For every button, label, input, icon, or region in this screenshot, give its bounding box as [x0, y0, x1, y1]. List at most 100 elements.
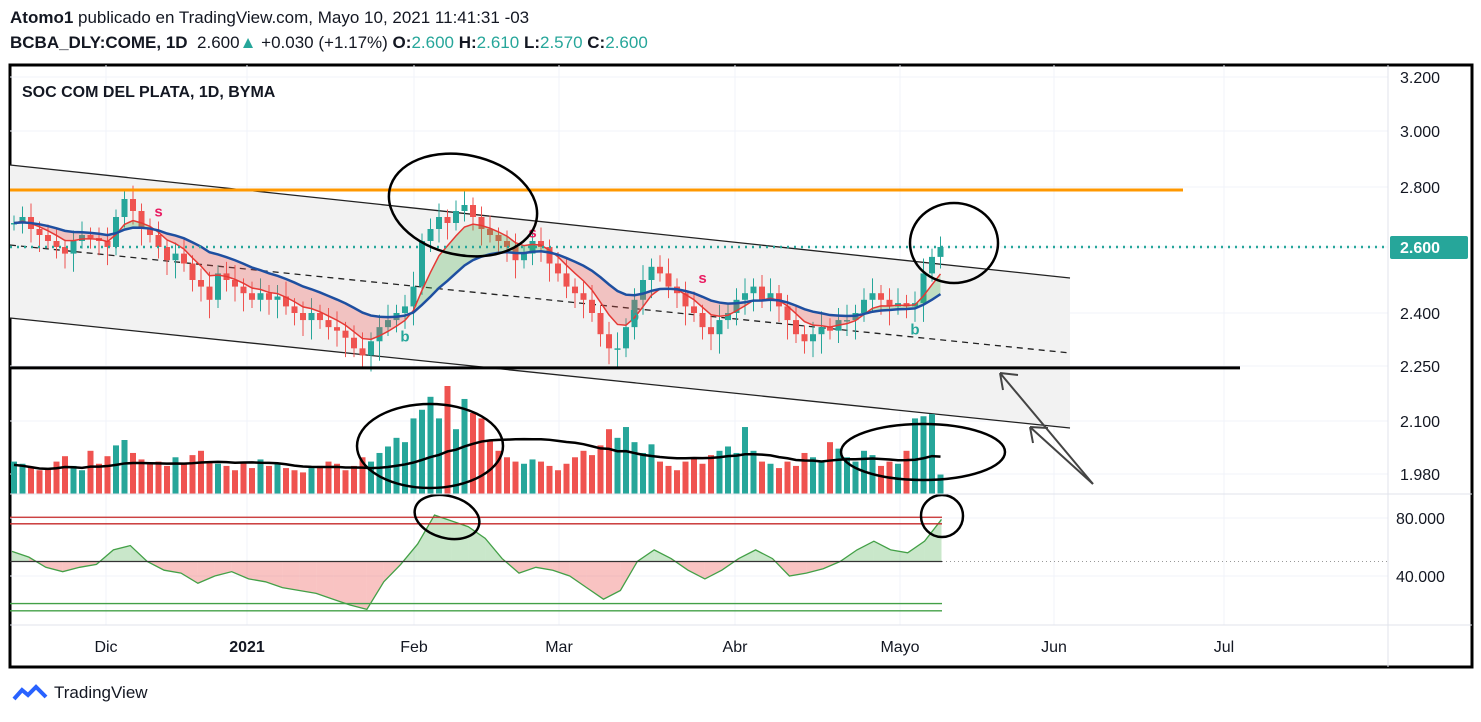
volume-bar: [206, 461, 213, 494]
volume-bar: [903, 450, 910, 494]
price-tick-label: 1.980: [1400, 467, 1440, 484]
annotation-ellipse[interactable]: [379, 140, 547, 269]
candle-body: [189, 263, 196, 280]
ema-cloud: [600, 277, 609, 315]
candle-body: [300, 313, 306, 321]
ema-cloud: [226, 257, 235, 280]
volume-bar: [359, 457, 366, 494]
volume-bar: [631, 442, 638, 494]
candle-body: [657, 266, 663, 274]
channel-upper-line[interactable]: [9, 164, 1071, 279]
volume-bar: [45, 468, 51, 494]
osc-fill: [417, 515, 435, 562]
ema-cloud: [345, 303, 354, 332]
candle-body: [793, 320, 799, 335]
osc-fill: [704, 561, 722, 579]
signal-label: s: [154, 203, 162, 220]
candle-body: [614, 348, 621, 350]
candle-body: [708, 327, 714, 335]
volume-bar: [759, 461, 765, 494]
volume-bar: [725, 446, 731, 494]
ema-cloud: [286, 278, 295, 302]
oscillator-line: [11, 514, 943, 611]
annotation-ellipse[interactable]: [908, 201, 1000, 285]
osc-fill: [857, 541, 874, 562]
candle-body: [274, 296, 281, 300]
candle-body: [529, 241, 536, 254]
volume-bar: [580, 450, 587, 494]
volume-bar: [521, 463, 527, 494]
ema-cloud: [804, 309, 813, 326]
annotation-ellipse[interactable]: [919, 493, 965, 539]
volume-bar: [419, 409, 425, 494]
volume-bar: [699, 463, 706, 494]
arrow-annotations[interactable]: [999, 372, 1094, 485]
ema-cloud: [464, 224, 473, 266]
symbol: BCBA_DLY:COME, 1D: [10, 33, 188, 52]
channel-lower-line[interactable]: [9, 317, 1071, 429]
volume-bar: [427, 396, 434, 494]
time-tick-label: 2021: [229, 639, 265, 656]
osc-fill: [519, 561, 536, 574]
volume-bar: [283, 468, 289, 494]
candle-body: [937, 247, 944, 257]
candle-body: [198, 280, 204, 287]
candle-body: [351, 337, 357, 349]
volume-bar: [266, 465, 272, 494]
volume-bar: [189, 455, 196, 494]
candle-body: [215, 273, 221, 300]
volume-bar: [614, 437, 621, 494]
osc-fill: [552, 561, 570, 576]
ema-cloud: [362, 312, 371, 340]
volume-bar: [368, 461, 374, 494]
annotation-ellipse[interactable]: [355, 402, 505, 490]
candle-body: [342, 330, 349, 338]
time-tick-label: Jul: [1214, 639, 1234, 656]
ema-cloud: [728, 303, 737, 316]
candle-body: [257, 293, 264, 300]
volume-bar: [691, 457, 697, 494]
candle-body: [419, 241, 425, 287]
time-tick-label: Mayo: [880, 639, 919, 656]
candle-body: [368, 341, 374, 356]
osc-fill: [924, 519, 942, 562]
candle-body: [155, 235, 162, 247]
candle-body: [597, 313, 604, 335]
close-value: 2.600: [605, 33, 648, 52]
candle-body: [487, 229, 493, 235]
volume-bar: [929, 414, 935, 494]
candle-body: [878, 293, 884, 300]
volume-bar: [912, 418, 918, 494]
osc-fill: [299, 561, 317, 594]
candle-body: [742, 293, 748, 300]
candle-body: [283, 296, 289, 307]
volume-bar: [827, 442, 833, 494]
candle-body: [291, 306, 298, 313]
volume-bar: [155, 461, 162, 494]
volume-bar: [572, 457, 578, 494]
ema-cloud: [277, 275, 286, 298]
candle-body: [810, 334, 816, 342]
annotation-ellipse[interactable]: [839, 422, 1007, 482]
last-price-label: 2.600: [1400, 240, 1440, 257]
signal-label: s: [698, 270, 706, 287]
ema-cloud: [711, 300, 720, 317]
candle-body: [470, 205, 476, 217]
volume-bar: [19, 463, 26, 494]
channel-fill: [10, 165, 1070, 428]
ema-cloud: [218, 254, 227, 277]
annotation-ellipse[interactable]: [410, 488, 485, 546]
candle-body: [436, 217, 442, 229]
ema-cloud: [439, 245, 448, 288]
candle-body: [232, 280, 238, 287]
candle-body: [427, 229, 434, 241]
candle-body: [733, 299, 740, 313]
volume-bar: [606, 429, 612, 494]
volume-bar: [138, 459, 145, 494]
time-tick-label: Dic: [94, 639, 117, 656]
volume-bar: [546, 465, 553, 494]
volume-bar: [215, 463, 221, 494]
ema-cloud: [821, 313, 830, 328]
candle-body: [929, 256, 935, 274]
